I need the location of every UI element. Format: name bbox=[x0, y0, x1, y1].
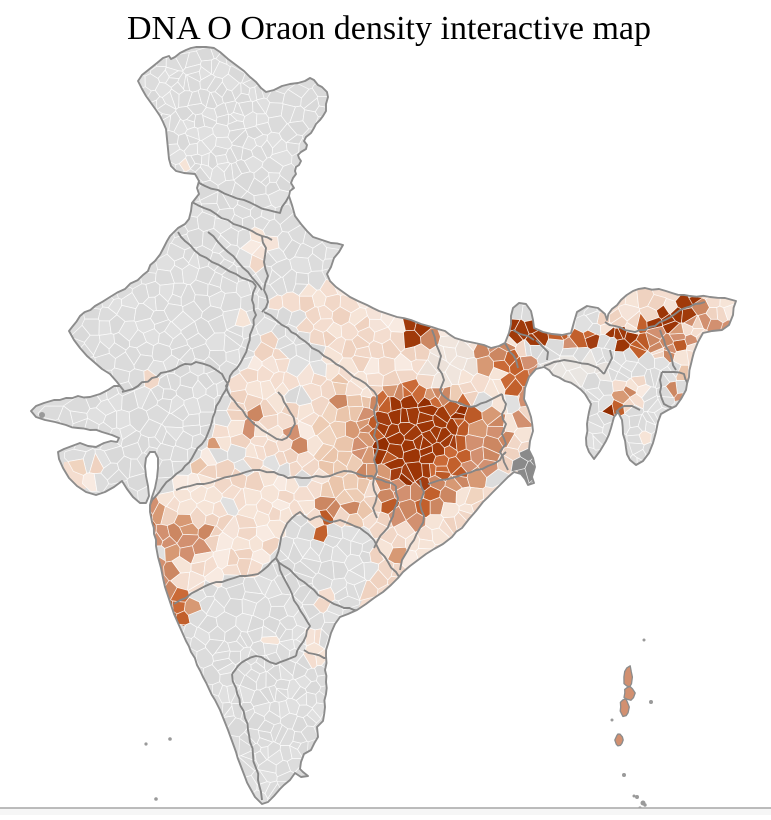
svg-text:DNA O Oraon density interactiv: DNA O Oraon density interactive map bbox=[127, 10, 651, 47]
